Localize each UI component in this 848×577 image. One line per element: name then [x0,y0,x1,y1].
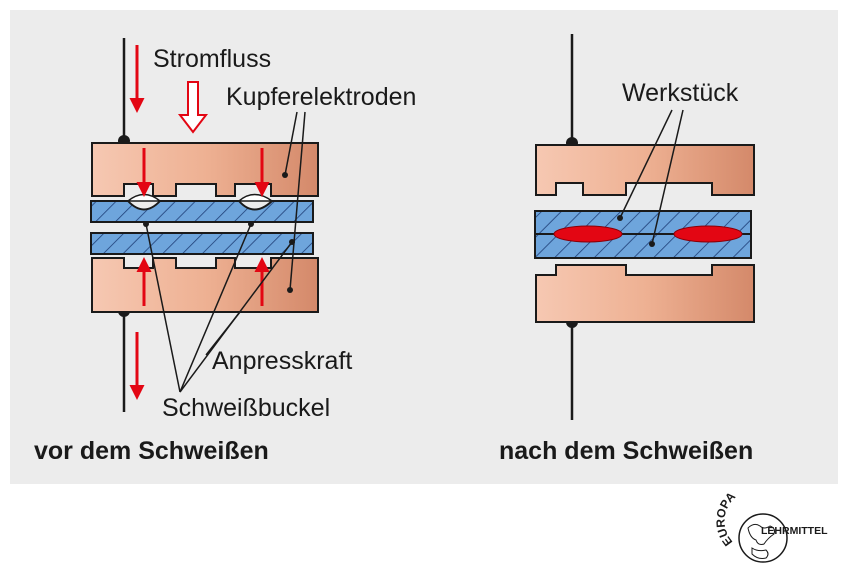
upper-copper-electrode-right [535,144,755,196]
caption-before: vor dem Schweißen [34,437,269,465]
europa-lehrmittel-logo: EUROPA LEHRMITTEL [713,489,828,563]
leader-lines-left [145,111,306,393]
leader-dot-upper-electrode [282,172,288,178]
upper-sheet-with-bumps [90,200,314,223]
logo-name: LEHRMITTEL [761,525,828,537]
lower-sheet [90,232,314,255]
label-current-flow: Stromfluss [153,45,271,73]
globe-continents-icon-2 [751,547,769,559]
leader-dot-bump-left [143,221,149,227]
globe-icon [738,513,788,563]
before-welding-diagram: Stromfluss Kupferelektroden Anpresskraft… [34,38,416,465]
weld-nugget-left [553,225,623,243]
label-workpiece: Werkstück [622,79,739,107]
label-weld-bumps: Schweißbuckel [162,394,330,422]
current-direction-hollow-arrow [177,81,209,134]
lower-copper-electrode [91,257,319,313]
lower-copper-electrode-right [535,264,755,323]
label-copper-electrodes: Kupferelektroden [226,83,416,111]
weld-nugget-right [673,225,743,243]
leader-dot-lower-electrode [287,287,293,293]
logo-arc-text: EUROPA [713,489,738,549]
upper-copper-electrode [91,142,319,197]
leader-dot-bump-lower [289,239,295,245]
globe-continents-icon [747,523,775,545]
leader-dot-upper-sheet [617,215,623,221]
bump-hollow-right [236,193,275,202]
leader-lines-right [619,109,684,245]
leader-dot-lower-sheet [649,241,655,247]
caption-after: nach dem Schweißen [499,437,753,465]
label-pressing-force: Anpresskraft [212,347,352,375]
leader-dot-bump-right [248,221,254,227]
after-welding-diagram: Werkstück nach dem Schweißen [499,34,755,465]
